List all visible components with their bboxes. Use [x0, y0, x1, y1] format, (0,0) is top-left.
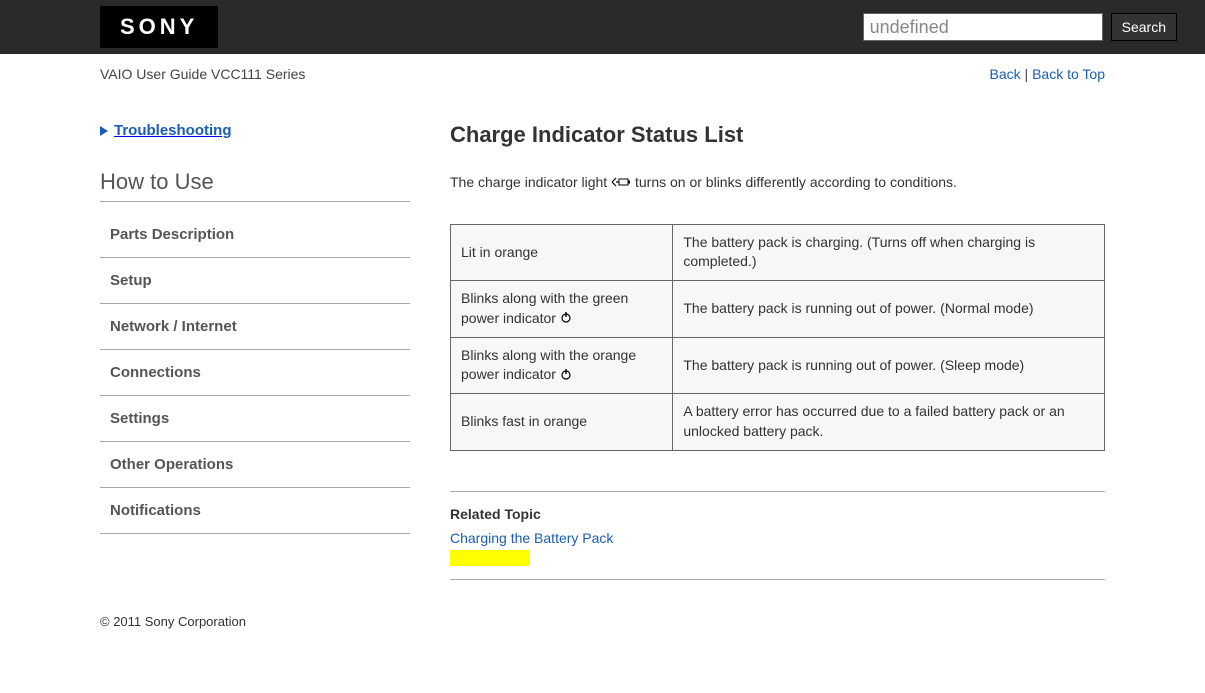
table-row: Blinks along with the green power indica… [451, 280, 1105, 337]
table-row: Blinks along with the orange power indic… [451, 337, 1105, 394]
related-heading: Related Topic [450, 506, 1105, 522]
description-cell: The battery pack is charging. (Turns off… [673, 224, 1105, 280]
main-content: Charge Indicator Status List The charge … [450, 122, 1105, 594]
logo-box: SONY [100, 6, 218, 48]
sidebar: Troubleshooting How to Use Parts Descrip… [100, 122, 410, 594]
charge-icon [611, 173, 631, 194]
status-table: Lit in orangeThe battery pack is chargin… [450, 224, 1105, 451]
intro-after: turns on or blinks differently according… [635, 174, 957, 190]
troubleshooting-label: Troubleshooting [114, 122, 232, 139]
intro-text: The charge indicator light turns on or b… [450, 172, 1105, 194]
sidebar-item[interactable]: Parts Description [100, 212, 410, 258]
search-wrap: Search [863, 13, 1185, 41]
top-bar: SONY Search [0, 0, 1205, 54]
status-cell: Blinks fast in orange [451, 394, 673, 450]
power-icon [560, 366, 572, 386]
intro-before: The charge indicator light [450, 174, 611, 190]
description-cell: A battery error has occurred due to a fa… [673, 394, 1105, 450]
container: Troubleshooting How to Use Parts Descrip… [0, 82, 1205, 614]
sidebar-item[interactable]: Network / Internet [100, 304, 410, 350]
related-link[interactable]: Charging the Battery Pack [450, 530, 1105, 546]
footer-copyright: © 2011 Sony Corporation [0, 614, 1205, 649]
search-button[interactable]: Search [1111, 13, 1177, 41]
page-title: Charge Indicator Status List [450, 122, 1105, 148]
description-cell: The battery pack is running out of power… [673, 280, 1105, 337]
status-cell: Blinks along with the orange power indic… [451, 337, 673, 394]
description-cell: The battery pack is running out of power… [673, 337, 1105, 394]
highlight-marker [450, 550, 530, 566]
sidebar-item[interactable]: Connections [100, 350, 410, 396]
table-row: Lit in orangeThe battery pack is chargin… [451, 224, 1105, 280]
back-to-top-link[interactable]: Back to Top [1032, 66, 1105, 82]
status-cell: Lit in orange [451, 224, 673, 280]
nav-links: Back | Back to Top [990, 66, 1105, 82]
back-link[interactable]: Back [990, 66, 1021, 82]
table-row: Blinks fast in orangeA battery error has… [451, 394, 1105, 450]
sidebar-item[interactable]: Settings [100, 396, 410, 442]
nav-sep: | [1021, 66, 1032, 82]
sidebar-item[interactable]: Notifications [100, 488, 410, 534]
sidebar-nav: Parts DescriptionSetupNetwork / Internet… [100, 212, 410, 534]
sidebar-item[interactable]: Other Operations [100, 442, 410, 488]
sub-bar: VAIO User Guide VCC111 Series Back | Bac… [0, 54, 1205, 82]
sidebar-item[interactable]: Setup [100, 258, 410, 304]
chevron-right-icon [100, 126, 108, 136]
separator [450, 491, 1105, 492]
power-icon [560, 309, 572, 329]
guide-title: VAIO User Guide VCC111 Series [100, 66, 305, 82]
separator [450, 579, 1105, 580]
search-input[interactable] [863, 13, 1103, 41]
troubleshooting-link[interactable]: Troubleshooting [100, 122, 410, 139]
how-to-use-heading: How to Use [100, 169, 410, 202]
status-cell: Blinks along with the green power indica… [451, 280, 673, 337]
sony-logo: SONY [120, 14, 198, 39]
